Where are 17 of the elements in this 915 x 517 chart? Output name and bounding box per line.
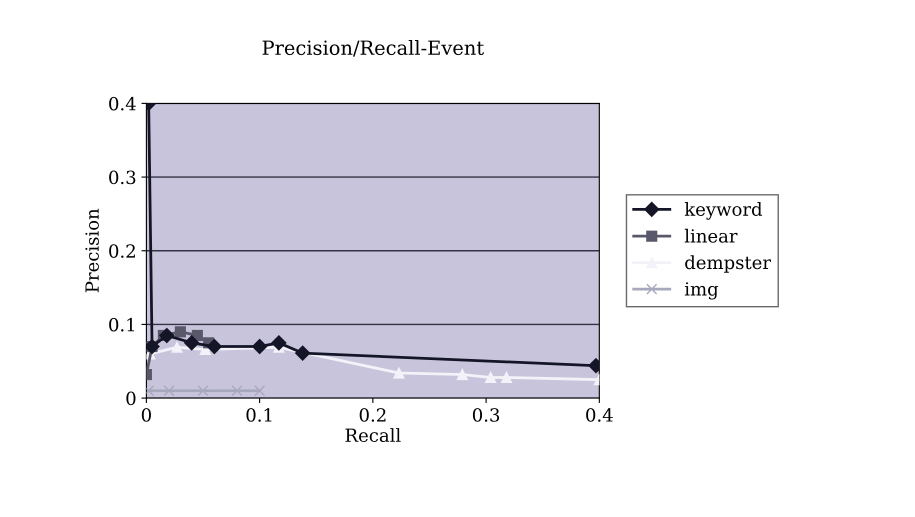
legend-label: dempster	[685, 255, 772, 273]
x-tick-label: 0.2	[360, 408, 386, 422]
y-tick-label: 0.3	[109, 170, 136, 184]
x-tick-label: 0.3	[472, 408, 500, 422]
y-tick-label: 0.2	[109, 244, 135, 258]
legend-label: img	[684, 282, 718, 300]
y-axis-title: Precision	[85, 208, 99, 292]
x-tick-label: 0.1	[246, 408, 272, 422]
chart-title: Precision/Recall-Event	[262, 40, 484, 57]
y-tick-label: 0.4	[109, 96, 136, 111]
legend-label: linear	[684, 228, 738, 243]
x-tick-label: 0.4	[586, 408, 613, 422]
legend-label: keyword	[684, 202, 762, 220]
x-tick-label: 0	[142, 408, 151, 422]
x-axis-title: Recall	[346, 428, 401, 442]
y-tick-label: 0.1	[109, 318, 134, 332]
y-tick-label: 0	[126, 392, 136, 406]
